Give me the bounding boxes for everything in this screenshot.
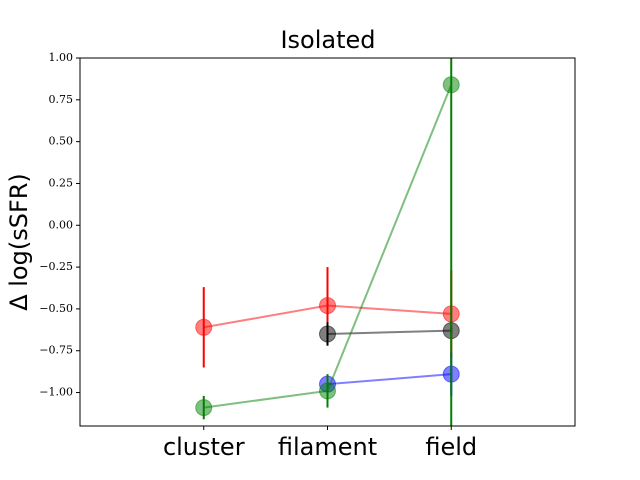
x-tick-label: filament (278, 433, 377, 461)
y-tick-label: 0.00 (49, 218, 74, 231)
y-tick-label: 0.50 (49, 135, 74, 148)
plot-area (195, 58, 460, 426)
axes-frame (79, 57, 576, 427)
y-tick-label: −0.25 (39, 260, 73, 273)
y-tick-label: 1.00 (49, 51, 74, 64)
marker (319, 297, 336, 315)
marker (195, 399, 213, 417)
y-axis-label: Δ log(sSFR) (5, 173, 33, 311)
y-tick-label: −0.50 (39, 302, 73, 315)
marker (319, 382, 336, 400)
y-tick-label: −1.00 (39, 386, 73, 399)
marker (195, 318, 213, 336)
y-tick-label: −0.75 (39, 344, 73, 357)
marker (319, 325, 336, 343)
chart-title: Isolated (280, 26, 375, 54)
marker (442, 76, 460, 94)
x-tick-label: field (425, 433, 477, 461)
x-tick-label: cluster (163, 433, 245, 461)
series-line (327, 329, 452, 335)
series-line (203, 84, 453, 409)
series-line (327, 373, 452, 386)
y-tick-label: 0.25 (49, 176, 74, 189)
y-tick-label: 0.75 (49, 93, 74, 106)
